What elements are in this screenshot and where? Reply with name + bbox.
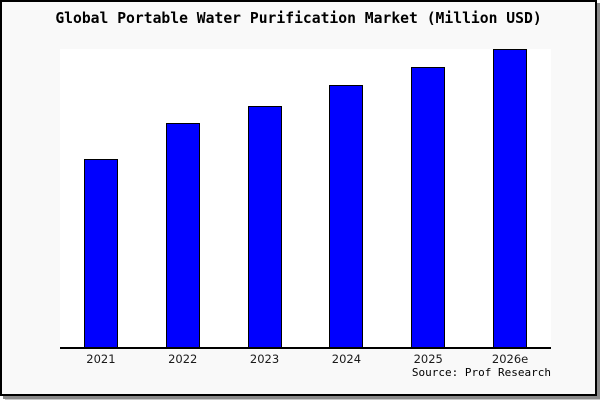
bar-2021 bbox=[83, 159, 118, 347]
x-tick-label-2022: 2022 bbox=[168, 352, 198, 366]
bar-2024 bbox=[329, 85, 364, 347]
bar-2026e bbox=[493, 49, 528, 347]
plot-area bbox=[60, 49, 551, 349]
chart-title: Global Portable Water Purification Marke… bbox=[55, 10, 542, 27]
bar-2022 bbox=[165, 123, 200, 347]
x-tick-label-2026e: 2026e bbox=[491, 352, 529, 366]
x-tick-label-2023: 2023 bbox=[249, 352, 280, 366]
bar-2025 bbox=[411, 67, 446, 347]
x-tick-label-2025: 2025 bbox=[413, 352, 443, 366]
bar-2023 bbox=[247, 106, 282, 347]
x-tick-label-2021: 2021 bbox=[86, 352, 116, 366]
source-credit: Source: Prof Research bbox=[411, 366, 551, 379]
x-tick-label-2024: 2024 bbox=[331, 352, 362, 366]
